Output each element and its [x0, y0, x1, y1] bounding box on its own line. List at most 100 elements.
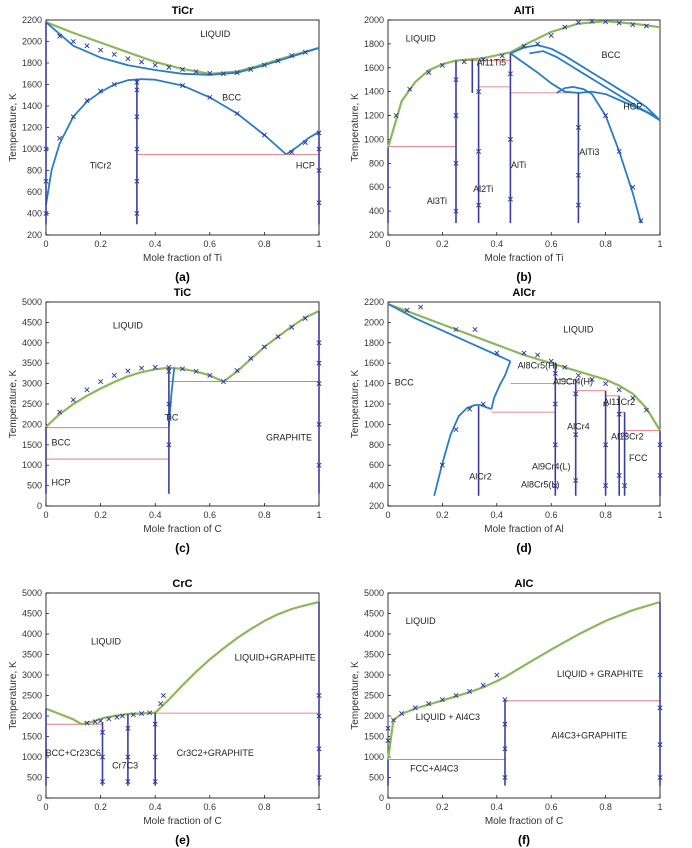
data-marker: [166, 64, 172, 70]
x-tick-label: 1: [657, 239, 662, 249]
data-marker: [575, 172, 581, 178]
data-marker: [476, 89, 482, 95]
data-marker: [562, 24, 568, 30]
x-tick-label: 0.4: [149, 802, 162, 812]
data-marker: [439, 62, 445, 68]
data-marker: [552, 401, 558, 407]
y-tick-label: 1800: [364, 338, 384, 348]
data-marker: [134, 79, 140, 85]
y-tick-label: 1800: [364, 39, 384, 49]
region-label: AlTi: [511, 160, 526, 170]
y-tick-label: 1000: [22, 752, 42, 762]
data-marker: [57, 409, 63, 415]
data-marker: [134, 114, 140, 120]
x-tick-label: 0.4: [491, 510, 504, 520]
region-label: GRAPHITE: [266, 433, 312, 443]
data-marker: [453, 77, 459, 83]
data-marker: [134, 146, 140, 152]
series-tic-solvus: [168, 367, 176, 427]
data-marker: [316, 130, 322, 136]
data-marker: [98, 379, 104, 385]
y-axis-label: Temperature, K: [8, 369, 19, 438]
y-tick-label: 1500: [22, 732, 42, 742]
region-label: Al4C3+GRAPHITE: [551, 731, 627, 741]
data-marker: [114, 714, 120, 720]
y-tick-label: 2500: [22, 399, 42, 409]
data-marker: [275, 58, 281, 64]
y-tick-label: 4500: [22, 317, 42, 327]
y-tick-label: 400: [27, 209, 42, 219]
x-tick-label: 0.8: [599, 510, 612, 520]
data-marker: [111, 81, 117, 88]
y-tick-label: 1200: [364, 399, 384, 409]
data-marker: [412, 705, 418, 711]
data-marker: [125, 779, 131, 785]
data-marker: [316, 421, 322, 427]
data-marker: [480, 56, 486, 62]
y-tick-label: 3500: [22, 358, 42, 368]
data-marker: [507, 136, 513, 142]
data-marker: [248, 66, 254, 72]
data-marker: [248, 355, 254, 361]
y-tick-label: 1500: [22, 440, 42, 450]
region-label: HCP: [296, 160, 315, 170]
chart-title: TiC: [174, 287, 192, 299]
region-label: TiC: [165, 412, 179, 422]
series-bcc-miscibility: [45, 78, 287, 206]
data-marker: [603, 381, 609, 387]
data-marker: [426, 701, 432, 707]
data-marker: [316, 146, 322, 152]
data-marker: [657, 705, 663, 711]
y-tick-label: 2500: [22, 691, 42, 701]
y-tick-label: 0: [37, 501, 42, 511]
data-marker: [502, 774, 508, 781]
data-marker: [179, 366, 186, 372]
region-label: AlCr2: [469, 471, 492, 481]
data-marker: [521, 350, 527, 356]
data-marker: [152, 721, 158, 727]
region-label: BCC: [51, 438, 71, 448]
data-marker: [603, 483, 609, 489]
data-marker: [316, 774, 322, 781]
data-marker: [480, 401, 486, 407]
x-tick-label: 0: [385, 802, 390, 812]
region-label: Al8Cr5(L): [521, 480, 560, 490]
data-marker: [84, 720, 90, 726]
region-label: LIQUID: [406, 34, 437, 44]
data-marker: [179, 66, 186, 72]
data-marker: [657, 742, 663, 748]
y-tick-label: 600: [369, 460, 384, 470]
data-marker: [480, 682, 486, 688]
data-marker: [399, 711, 405, 717]
data-marker: [573, 432, 579, 438]
y-tick-label: 2200: [364, 297, 384, 307]
chart-title: TiCr: [172, 5, 195, 17]
data-marker: [193, 69, 199, 75]
region-label: Al3Ti: [427, 196, 447, 206]
data-marker: [207, 372, 213, 378]
region-label: Cr7C3: [112, 760, 138, 770]
data-marker: [589, 377, 595, 383]
x-tick-label: 0: [43, 510, 48, 520]
data-marker: [166, 368, 172, 374]
data-marker: [316, 381, 322, 387]
data-marker: [390, 717, 396, 723]
y-tick-label: 4000: [22, 629, 42, 639]
region-label: Al9Cr4(H): [553, 377, 593, 387]
data-marker: [426, 70, 432, 76]
region-label: BCC: [602, 50, 622, 60]
series-alti3-dome: [556, 86, 642, 224]
region-label: FCC: [629, 453, 648, 463]
data-marker: [98, 88, 104, 94]
series-liquidus: [387, 302, 661, 432]
data-marker: [616, 411, 622, 417]
data-marker: [439, 462, 445, 468]
data-marker: [439, 697, 445, 703]
panel-label: (b): [516, 270, 531, 284]
series-alcr2-dome: [433, 404, 492, 497]
y-tick-label: 1800: [22, 58, 42, 68]
data-marker: [630, 395, 636, 401]
data-marker: [289, 149, 295, 155]
plot-frame: [45, 592, 320, 799]
